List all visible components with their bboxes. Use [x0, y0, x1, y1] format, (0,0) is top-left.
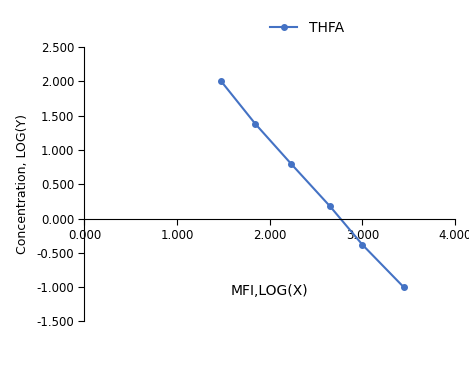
THFA	[219, 79, 224, 84]
THFA	[252, 122, 258, 126]
Y-axis label: Concentration, LOG(Y): Concentration, LOG(Y)	[16, 114, 29, 254]
Legend: THFA: THFA	[270, 21, 344, 35]
Line: THFA: THFA	[219, 78, 407, 290]
X-axis label: MFI,LOG(X): MFI,LOG(X)	[231, 284, 309, 298]
THFA	[327, 204, 333, 209]
THFA	[401, 285, 407, 289]
THFA	[359, 242, 365, 247]
THFA	[288, 162, 294, 166]
